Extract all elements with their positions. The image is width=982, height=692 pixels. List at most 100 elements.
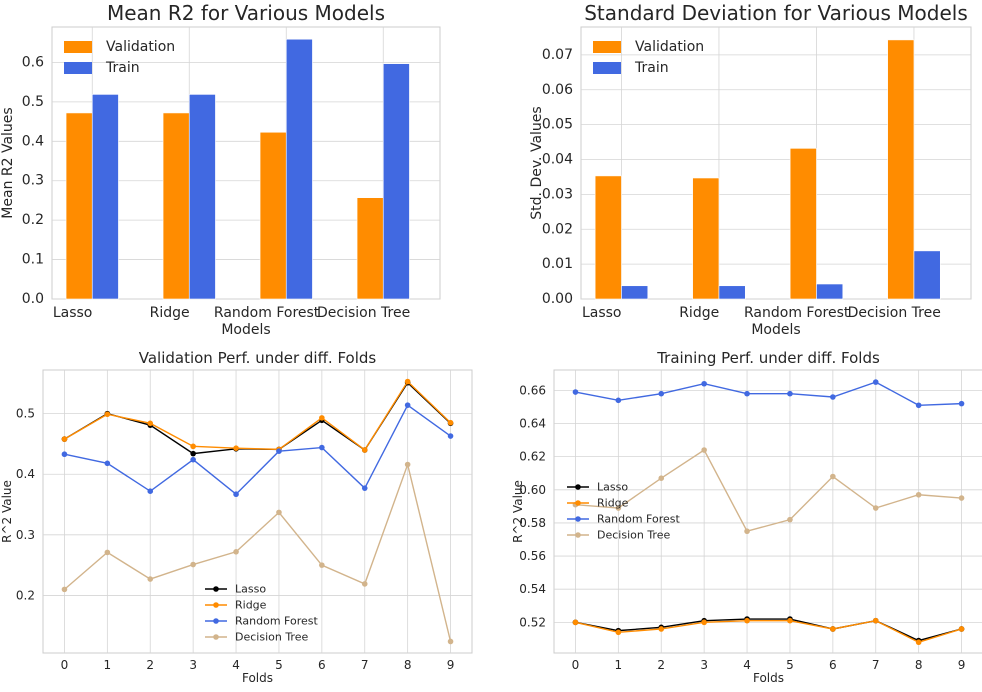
data-point	[572, 619, 579, 626]
legend-marker	[575, 484, 581, 490]
chart-title: Validation Perf. under diff. Folds	[139, 349, 377, 367]
legend-label: Ridge	[597, 497, 629, 510]
data-point	[190, 561, 196, 568]
legend-label: Validation	[635, 39, 704, 55]
data-point	[744, 528, 750, 535]
legend-marker	[575, 532, 581, 538]
x-tick-label: Lasso	[582, 305, 622, 321]
chart-1: 0.0 0.1 0.2 0.3 0.4 0.5 0.6 Mean R2 for Various…	[0, 1, 441, 338]
data-point	[447, 419, 454, 426]
x-tick-label: 5	[275, 658, 283, 672]
bar-train-decision-tree	[382, 63, 410, 300]
legend-label: Lasso	[597, 481, 628, 494]
data-point	[830, 473, 836, 480]
data-point	[61, 586, 68, 593]
x-axis-label: Models	[221, 322, 270, 338]
series-decision-tree	[572, 447, 965, 535]
data-point	[61, 451, 68, 458]
y-tick-label: 0.52	[519, 615, 546, 629]
data-point	[615, 629, 622, 636]
y-tick-label: 0.62	[519, 450, 546, 464]
y-tick-label: 0.04	[542, 152, 573, 168]
y-tick-label: 0.5	[22, 94, 44, 110]
data-point	[787, 390, 793, 397]
legend-label: Train	[105, 60, 140, 76]
legend-marker	[575, 500, 581, 506]
x-axis-label: Folds	[242, 671, 273, 685]
bar-validation-decision-tree	[356, 197, 384, 300]
data-point	[190, 443, 196, 450]
x-tick-label: 9	[958, 658, 966, 672]
legend-swatch-train	[593, 62, 621, 74]
bar-train-random-forest	[816, 283, 844, 300]
series-line	[575, 449, 962, 533]
legend: Lasso Ridge Random Forest Decision Tree	[205, 583, 318, 644]
data-point	[319, 562, 325, 568]
x-tick-label: 2	[146, 658, 154, 672]
data-point	[915, 491, 922, 498]
data-point	[233, 548, 239, 555]
data-point	[404, 402, 411, 408]
data-point	[276, 509, 282, 516]
x-tick-label: 2	[657, 658, 665, 672]
data-point	[104, 460, 111, 467]
legend-marker	[575, 516, 581, 522]
series-random-forest	[61, 402, 454, 498]
x-axis-label: Folds	[753, 671, 784, 685]
data-point	[615, 397, 622, 404]
data-point	[915, 639, 922, 646]
y-tick-label: 0.54	[519, 582, 546, 596]
y-tick-label: 0.56	[519, 549, 546, 563]
data-point	[744, 617, 750, 624]
data-point	[319, 415, 325, 421]
legend-label: Train	[634, 60, 669, 76]
y-tick-label: 0.6	[22, 54, 44, 70]
data-point	[147, 576, 154, 582]
data-point	[190, 450, 196, 457]
x-tick-label: 3	[700, 658, 708, 672]
chart-2: 0.00 0.01 0.02 0.03 0.04 0.05 0.06 0.07 Standard…	[529, 1, 972, 338]
legend-marker	[213, 602, 219, 608]
bar-validation-lasso	[65, 112, 93, 300]
data-point	[915, 402, 922, 409]
data-point	[404, 378, 411, 385]
series-lines	[572, 379, 965, 646]
x-tick-label: 5	[786, 658, 794, 672]
series-line	[575, 618, 962, 642]
y-axis: 0.52 0.54 0.56 0.58 0.60 0.62 0.64 0.66	[519, 383, 982, 629]
x-tick-label: 6	[829, 658, 837, 672]
data-point	[958, 495, 965, 501]
x-tick-label: Random Forest	[744, 305, 850, 321]
y-axis: 0.2 0.3 0.4 0.5	[16, 407, 472, 602]
x-tick-label: 4	[232, 658, 240, 672]
legend-marker	[213, 586, 219, 592]
plot-area	[553, 369, 982, 654]
data-point	[658, 390, 665, 397]
data-point	[233, 491, 239, 498]
legend: Validation Train	[593, 39, 704, 76]
bar-validation-random-forest	[259, 131, 287, 300]
y-tick-label: 0.64	[519, 417, 546, 431]
y-tick-label: 0.07	[542, 47, 573, 63]
data-point	[615, 505, 622, 511]
plot-area	[42, 369, 473, 654]
bar-train-decision-tree	[913, 250, 941, 300]
chart-3: 0.2 0.3 0.4 0.5 Validation Perf. under diff.…	[0, 349, 473, 685]
chart-title: Mean R2 for Various Models	[107, 1, 385, 25]
series-decision-tree	[61, 461, 454, 645]
y-axis-label: R^2 Value	[511, 480, 525, 543]
series-ridge	[572, 617, 965, 646]
y-tick-label: 0.06	[542, 82, 573, 98]
x-tick-label: 8	[915, 658, 923, 672]
y-tick-label: 0.05	[542, 117, 573, 133]
data-point	[830, 394, 836, 400]
data-point	[361, 485, 368, 491]
x-tick-label: 4	[743, 658, 751, 672]
y-axis-label: Std. Dev. Values	[529, 106, 545, 219]
data-point	[361, 447, 368, 453]
chart-title: Standard Deviation for Various Models	[584, 1, 968, 25]
x-tick-label: 6	[318, 658, 326, 672]
bar-validation-lasso	[594, 175, 622, 300]
y-tick-label: 0.66	[519, 383, 546, 397]
y-tick-label: 0.01	[542, 256, 573, 272]
